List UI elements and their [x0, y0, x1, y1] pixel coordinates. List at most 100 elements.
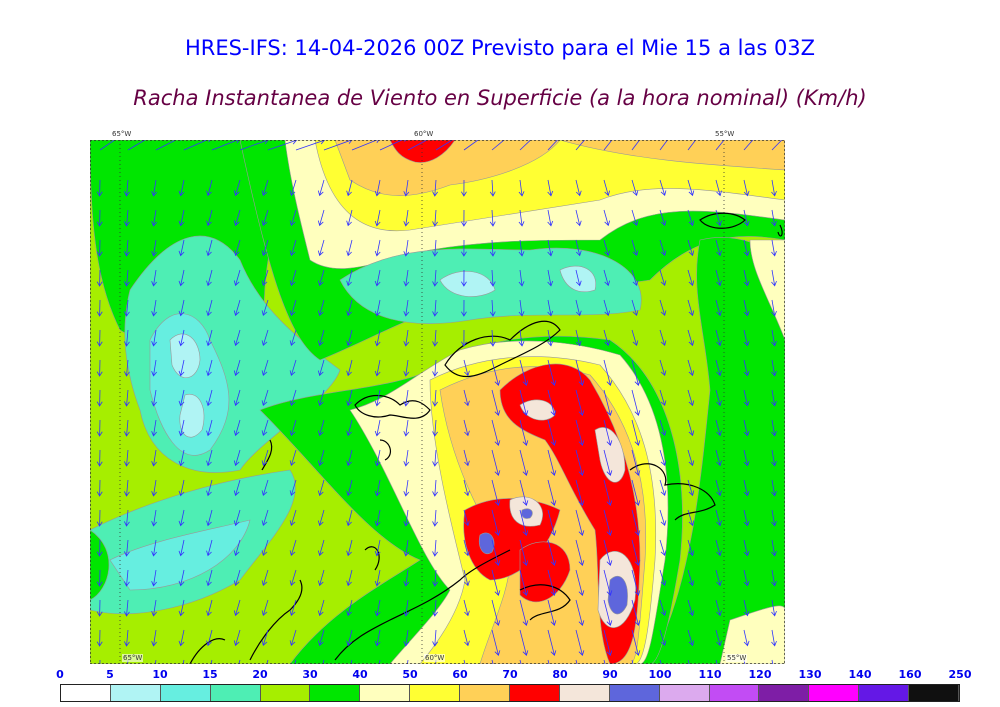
wind-arrow	[491, 569, 501, 596]
wind-arrow	[435, 140, 453, 151]
wind-arrow	[715, 329, 722, 347]
wind-arrow	[519, 569, 529, 596]
wind-arrow	[151, 599, 158, 617]
wind-arrow	[206, 569, 213, 587]
wind-arrow	[123, 269, 130, 287]
wind-arrow	[432, 629, 438, 647]
wind-arrow	[96, 569, 103, 587]
wind-arrow	[491, 509, 501, 536]
wind-arrow	[771, 569, 777, 587]
field-90-100-c2	[521, 508, 533, 519]
wind-arrow	[687, 140, 697, 151]
wind-arrow	[743, 419, 750, 437]
wind-arrow	[491, 539, 501, 566]
wind-arrow	[631, 449, 641, 476]
wind-arrow	[346, 509, 353, 527]
wind-arrow	[463, 449, 470, 467]
wind-arrow	[96, 629, 103, 647]
wind-arrow	[491, 449, 501, 476]
wind-arrow	[519, 449, 529, 476]
wind-arrow	[374, 479, 381, 497]
wind-arrow	[123, 329, 130, 347]
wind-arrow	[432, 539, 438, 557]
wind-arrow	[603, 629, 613, 656]
wind-arrow	[631, 179, 639, 197]
wind-arrow	[317, 359, 325, 377]
graticule	[119, 140, 725, 664]
wind-arrow	[519, 479, 529, 506]
wind-arrow	[233, 209, 241, 227]
wind-arrow	[463, 389, 470, 407]
wind-arrow	[206, 599, 213, 617]
wind-arrow	[233, 269, 241, 287]
wind-arrow	[123, 359, 130, 377]
wind-arrow	[346, 209, 353, 227]
wind-arrow	[547, 449, 557, 476]
wind-arrow	[178, 209, 185, 227]
field-90-100-c	[479, 532, 495, 555]
wind-arrow	[603, 179, 611, 197]
wind-arrow	[771, 179, 777, 197]
wind-arrow	[206, 239, 213, 257]
colorbar-tick: 60	[452, 668, 468, 681]
wind-arrow	[743, 239, 750, 257]
wind-arrow	[233, 179, 241, 197]
wind-arrow	[743, 299, 750, 317]
wind-arrow	[460, 329, 467, 347]
wind-arrow	[687, 329, 695, 347]
wind-arrow	[547, 389, 557, 416]
wind-arrow	[771, 389, 777, 407]
wind-arrow	[206, 269, 213, 287]
wind-arrow	[491, 359, 501, 386]
wind-arrow	[715, 599, 722, 617]
wind-arrow	[151, 539, 158, 557]
wind-arrow	[346, 389, 353, 407]
wind-arrow	[743, 659, 746, 664]
wind-arrow	[407, 140, 433, 151]
wind-arrow	[631, 539, 641, 566]
wind-arrow	[96, 329, 103, 347]
wind-arrow	[771, 539, 777, 557]
wind-arrow	[491, 389, 501, 416]
wind-arrow	[771, 359, 777, 377]
wind-arrow	[489, 239, 496, 257]
wind-arrow	[178, 509, 185, 527]
wind-arrow	[743, 140, 754, 151]
wind-arrow	[96, 299, 103, 317]
wind-arrow	[261, 479, 269, 497]
colorbar-tick: 0	[56, 668, 64, 681]
wind-arrow	[178, 299, 185, 317]
wind-arrow	[489, 179, 496, 197]
wind-arrow	[631, 629, 641, 656]
wind-arrow	[233, 479, 241, 497]
wind-arrow	[96, 359, 103, 377]
wind-arrow	[403, 509, 410, 527]
wind-arrow	[715, 659, 718, 664]
wind-arrow	[435, 659, 437, 664]
wind-arrow	[715, 479, 722, 497]
wind-arrow	[575, 389, 585, 416]
wind-arrow	[374, 449, 381, 467]
wind-arrow	[463, 629, 470, 647]
wind-arrow	[771, 329, 777, 347]
wind-arrow	[317, 599, 325, 617]
wind-arrow	[178, 419, 185, 437]
wind-arrow	[239, 140, 269, 151]
wind-arrow	[346, 179, 353, 197]
wind-arrow	[603, 299, 611, 317]
lon-label-55w-bottom: 55°W	[726, 654, 748, 662]
wind-arrow	[346, 629, 353, 647]
wind-arrow	[317, 179, 325, 197]
wind-arrow	[659, 329, 667, 347]
wind-arrow	[575, 569, 585, 596]
wind-arrow	[715, 209, 722, 227]
wind-arrow	[374, 359, 381, 377]
wind-arrow	[460, 209, 467, 227]
wind-arrow	[182, 659, 185, 664]
wind-arrow	[96, 479, 103, 497]
wind-arrow	[687, 179, 695, 197]
wind-arrow	[460, 299, 467, 317]
wind-arrow	[463, 419, 470, 437]
wind-arrow	[178, 629, 185, 647]
colorbar-tick: 80	[552, 668, 568, 681]
